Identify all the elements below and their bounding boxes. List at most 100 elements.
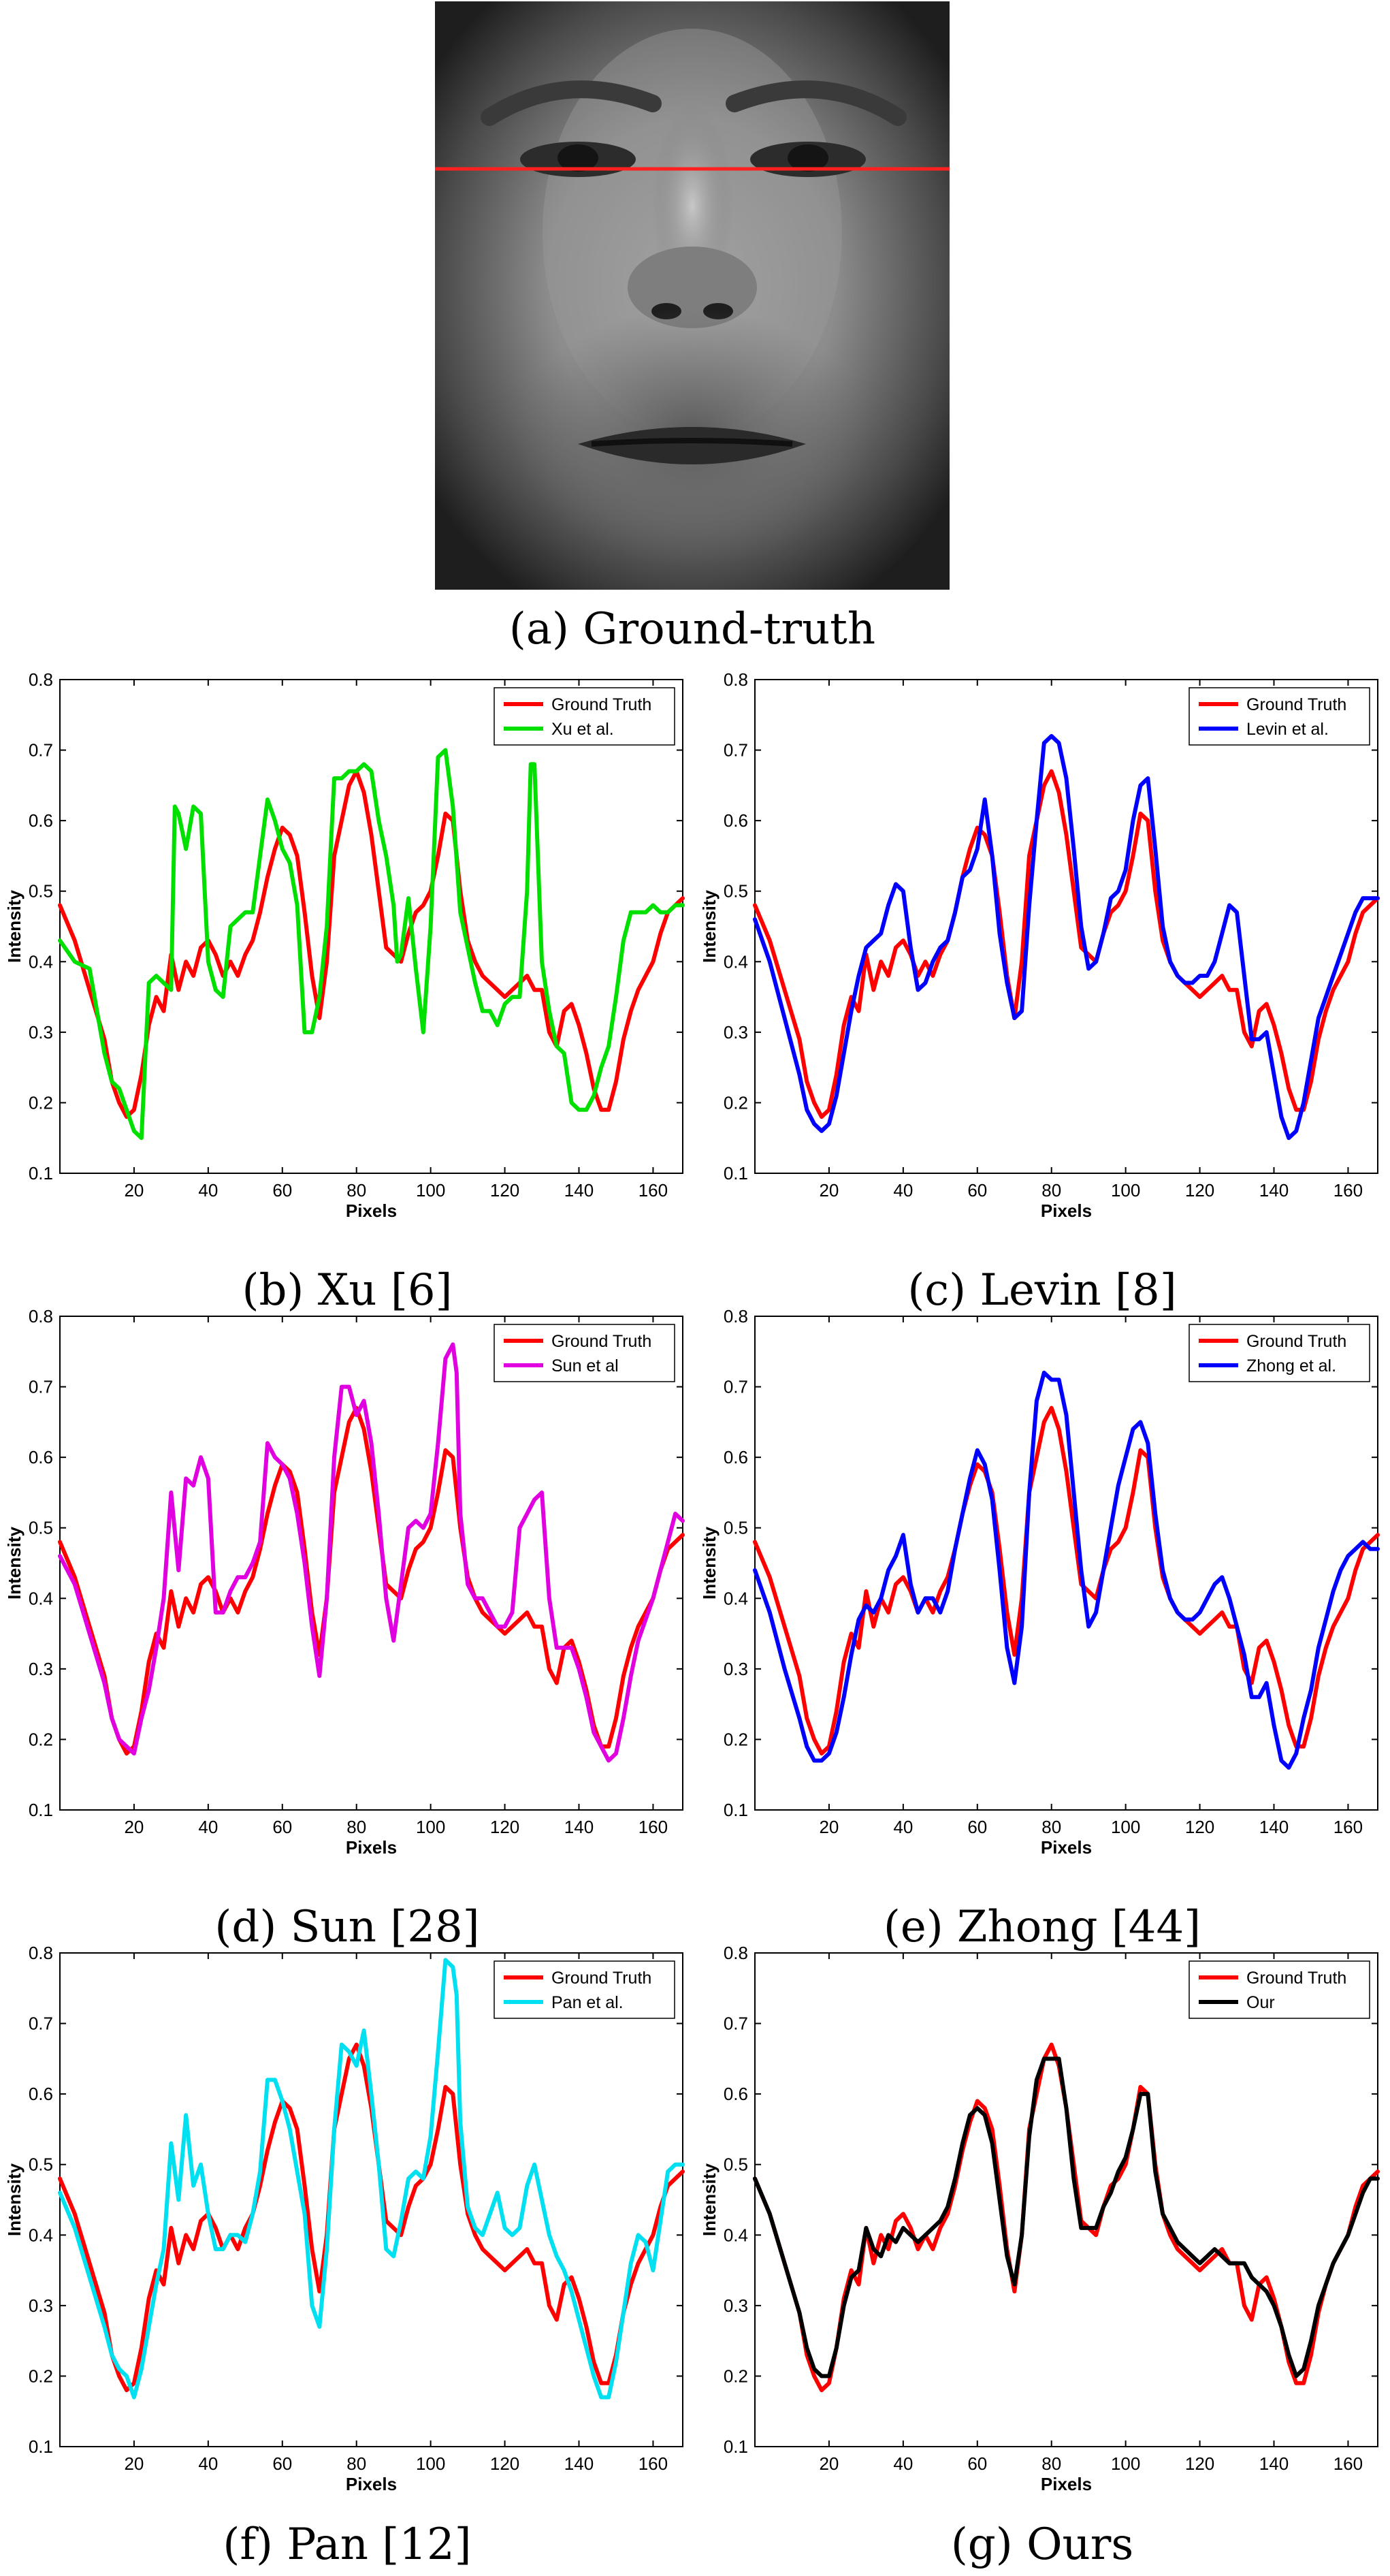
x-tick-label: 80 <box>346 1817 366 1837</box>
y-tick-label: 0.8 <box>29 669 53 690</box>
y-tick-label: 0.7 <box>29 2014 53 2034</box>
y-tick-label: 0.3 <box>724 1659 748 1679</box>
chart-sun: 0.1 0.2 0.3 0.4 0.5 0.6 0.7 0.8 20 40 60 80 100 120 14… <box>4 1306 685 1858</box>
x-tick-label: 100 <box>416 2453 445 2474</box>
series-line-method <box>58 1958 685 2400</box>
caption-d: (d) Sun [28] <box>214 1902 480 1952</box>
series-line-ground-truth <box>753 769 1380 1119</box>
x-tick-label: 120 <box>490 1817 519 1837</box>
caption-f: (f) Pan [12] <box>223 2519 472 2570</box>
x-tick-label: 100 <box>416 1180 445 1200</box>
legend-box <box>1189 687 1370 746</box>
x-tick-label: 120 <box>490 1180 519 1200</box>
x-tick-label: 100 <box>416 1817 445 1837</box>
x-tick-label: 140 <box>1259 1817 1289 1837</box>
y-tick-label: 0.2 <box>29 1729 53 1749</box>
series-line-method <box>753 2056 1380 2379</box>
series-line-method <box>753 1370 1380 1770</box>
y-tick-label: 0.5 <box>29 2154 53 2175</box>
x-tick-label: 60 <box>967 1817 987 1837</box>
plot-area <box>754 1316 1378 1811</box>
legend-label: Pan et al. <box>551 1993 624 2012</box>
x-tick-label: 140 <box>564 2453 594 2474</box>
series-line-ground-truth <box>58 769 685 1119</box>
x-tick-label: 160 <box>1334 2453 1363 2474</box>
x-tick-label: 100 <box>1111 2453 1140 2474</box>
y-tick-label: 0.8 <box>724 1306 748 1326</box>
x-tick-label: 40 <box>893 2453 913 2474</box>
y-tick-label: 0.3 <box>724 1022 748 1043</box>
x-axis-label: Pixels <box>1041 2474 1092 2494</box>
y-axis-label: Intensity <box>4 2163 25 2236</box>
legend-label: Ground Truth <box>551 1332 651 1351</box>
legend-box <box>1189 1324 1370 1382</box>
y-tick-label: 0.8 <box>29 1306 53 1326</box>
y-tick-label: 0.6 <box>724 1447 748 1467</box>
caption-a: (a) Ground-truth <box>508 604 876 654</box>
caption-c: (c) Levin [8] <box>907 1265 1177 1316</box>
y-tick-label: 0.6 <box>29 810 53 831</box>
x-tick-label: 140 <box>564 1180 594 1200</box>
x-tick-label: 20 <box>124 1817 144 1837</box>
x-tick-label: 20 <box>124 1180 144 1200</box>
face-photo <box>435 1 950 590</box>
face-image <box>435 1 950 590</box>
chart-pan: 0.1 0.2 0.3 0.4 0.5 0.6 0.7 0.8 20 40 60 80 100 120 14… <box>4 1943 685 2494</box>
y-tick-label: 0.3 <box>29 1022 53 1043</box>
legend-box <box>494 687 675 746</box>
x-tick-label: 120 <box>490 2453 519 2474</box>
legend-label: Ground Truth <box>1246 695 1346 714</box>
y-tick-label: 0.2 <box>724 1729 748 1749</box>
y-tick-label: 0.8 <box>724 669 748 690</box>
caption-e: (e) Zhong [44] <box>883 1902 1201 1952</box>
x-tick-label: 160 <box>639 1180 668 1200</box>
legend-label: Xu et al. <box>551 720 614 739</box>
y-tick-label: 0.5 <box>724 2154 748 2175</box>
caption-g: (g) Ours <box>950 2519 1134 2570</box>
chart-panel-d: 0.1 0.2 0.3 0.4 0.5 0.6 0.7 0.8 20 40 60 80 100 120 14… <box>0 1290 695 1890</box>
y-tick-label: 0.1 <box>724 2436 748 2457</box>
legend-box <box>1189 1960 1370 2019</box>
y-tick-label: 0.2 <box>724 1092 748 1113</box>
y-tick-label: 0.3 <box>29 1659 53 1679</box>
legend: Ground Truth Levin et al. <box>1189 687 1370 746</box>
left-eyebrow <box>481 80 662 126</box>
x-tick-label: 80 <box>1041 2453 1061 2474</box>
y-tick-label: 0.6 <box>724 2084 748 2104</box>
y-tick-label: 0.2 <box>29 2366 53 2386</box>
legend-label: Ground Truth <box>1246 1332 1346 1351</box>
plot-area <box>754 1952 1378 2447</box>
x-axis-label: Pixels <box>346 1200 397 1221</box>
x-tick-label: 140 <box>1259 1180 1289 1200</box>
chart-panel-c: 0.1 0.2 0.3 0.4 0.5 0.6 0.7 0.8 20 40 60 80 100 120 14… <box>695 654 1390 1253</box>
x-tick-label: 60 <box>272 2453 292 2474</box>
series-line-ground-truth <box>753 1405 1380 1756</box>
y-tick-label: 0.8 <box>29 1943 53 1963</box>
chart-ours: 0.1 0.2 0.3 0.4 0.5 0.6 0.7 0.8 20 40 60 80 100 120 14… <box>699 1943 1380 2494</box>
chart-xu: 0.1 0.2 0.3 0.4 0.5 0.6 0.7 0.8 20 40 60 80 100 120 14… <box>4 669 685 1221</box>
x-tick-label: 80 <box>346 2453 366 2474</box>
y-axis-label: Intensity <box>4 1527 25 1600</box>
y-tick-label: 0.7 <box>724 740 748 761</box>
x-tick-label: 160 <box>1334 1817 1363 1837</box>
y-tick-label: 0.7 <box>29 740 53 761</box>
x-tick-label: 160 <box>639 2453 668 2474</box>
legend: Ground Truth Zhong et al. <box>1189 1324 1370 1382</box>
y-tick-label: 0.4 <box>724 1588 748 1608</box>
y-tick-label: 0.8 <box>724 1943 748 1963</box>
y-tick-label: 0.1 <box>29 2436 53 2457</box>
legend-box <box>494 1960 675 2019</box>
y-tick-label: 0.7 <box>724 2014 748 2034</box>
y-tick-label: 0.6 <box>724 810 748 831</box>
x-axis-label: Pixels <box>346 2474 397 2494</box>
x-tick-label: 40 <box>198 1180 218 1200</box>
y-tick-label: 0.5 <box>29 881 53 902</box>
series-line-method <box>58 748 685 1141</box>
y-tick-label: 0.4 <box>724 951 748 972</box>
x-tick-label: 160 <box>1334 1180 1363 1200</box>
x-tick-label: 120 <box>1185 1180 1214 1200</box>
plot-area <box>754 679 1378 1174</box>
y-tick-label: 0.1 <box>724 1163 748 1183</box>
y-tick-label: 0.1 <box>29 1163 53 1183</box>
x-tick-label: 20 <box>819 1180 839 1200</box>
